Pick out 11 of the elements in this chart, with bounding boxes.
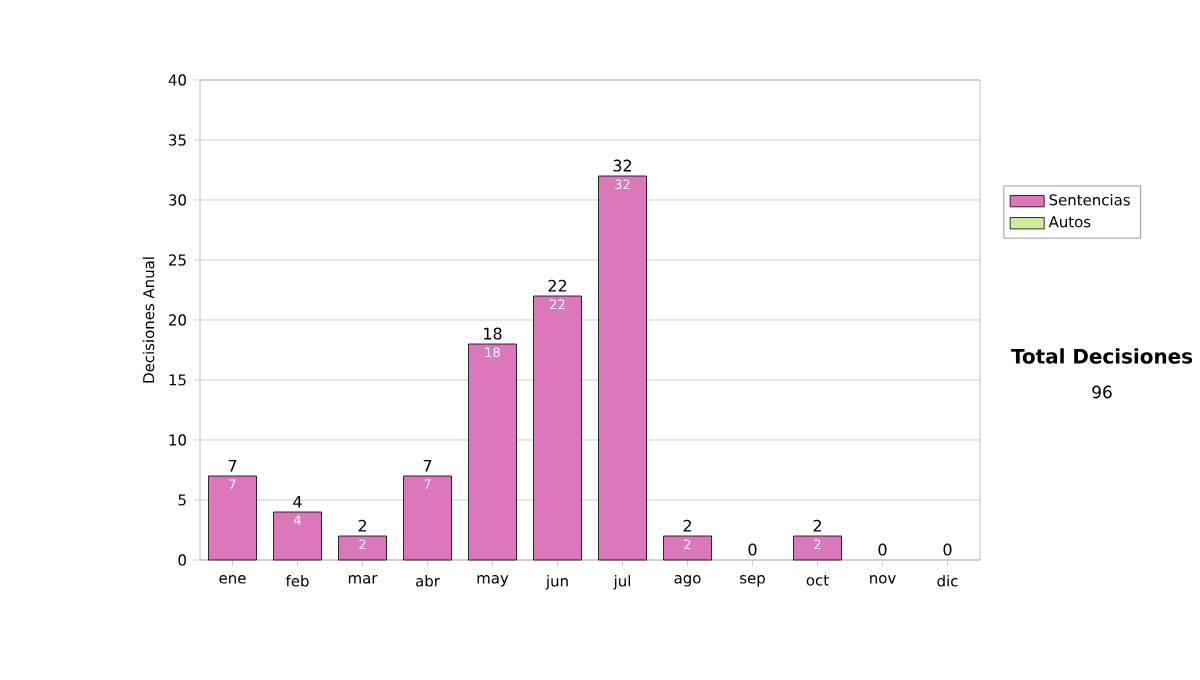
bar (663, 535, 712, 561)
bar (533, 295, 582, 561)
text: 96 (1092, 385, 1112, 399)
bar (468, 343, 517, 561)
text: Total Decisiones (1011, 348, 1193, 364)
bar (793, 535, 842, 561)
bar (403, 475, 452, 561)
bar (273, 511, 322, 561)
bar (338, 535, 387, 561)
bar (208, 475, 257, 561)
bar (598, 175, 647, 561)
